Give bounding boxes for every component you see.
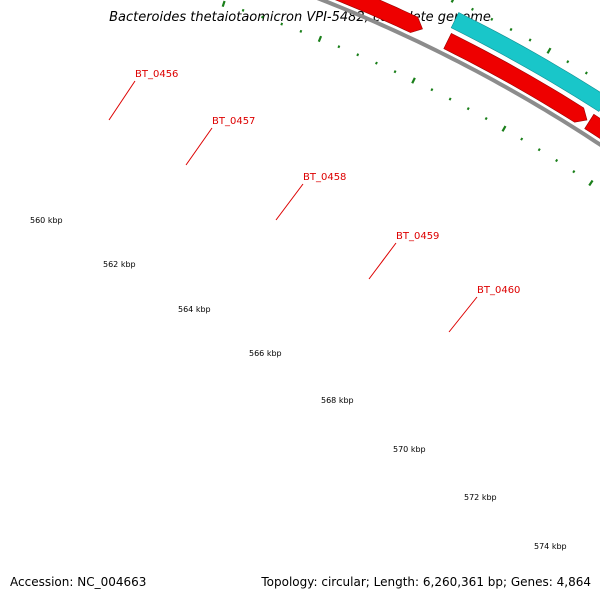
tick-mark xyxy=(584,71,588,75)
tick-mark xyxy=(450,0,455,3)
tick-mark xyxy=(280,22,284,26)
tick-mark xyxy=(241,8,245,12)
position-label: 566 kbp xyxy=(249,349,282,358)
reverse-gene-4 xyxy=(443,32,588,123)
tick-mark xyxy=(221,0,226,8)
tick-mark xyxy=(411,77,416,84)
reverse-gene-3 xyxy=(334,0,423,33)
tick-mark xyxy=(501,125,507,132)
tick-marks xyxy=(221,0,594,187)
tick-mark xyxy=(299,29,303,33)
tick-mark xyxy=(466,107,470,111)
label-leader-line xyxy=(108,80,136,121)
label-leader-line xyxy=(185,127,213,166)
accession-text: Accession: NC_004663 xyxy=(10,575,147,589)
reverse-gene-5 xyxy=(584,113,600,139)
gene-labels: BT_0456 BT_0457 BT_0458 BT_0459 BT_0460 xyxy=(108,69,520,333)
tick-mark xyxy=(375,61,378,65)
tick-mark xyxy=(528,38,532,42)
tick-mark xyxy=(393,70,397,74)
tick-mark xyxy=(509,27,513,32)
forward-strand-genes xyxy=(450,12,600,112)
tick-mark xyxy=(572,170,576,174)
position-label: 568 kbp xyxy=(321,396,354,405)
position-label: 570 kbp xyxy=(393,445,426,454)
tick-mark xyxy=(588,179,594,187)
gene-label-bt_0459: BT_0459 xyxy=(396,231,439,242)
position-labels: 560 kbp 562 kbp 564 kbp 566 kbp 568 kbp 570 k… xyxy=(30,216,567,551)
reverse-strand-genes xyxy=(334,0,600,139)
tick-mark xyxy=(566,60,570,64)
gene-label-bt_0460: BT_0460 xyxy=(477,285,520,296)
topology-text: Topology: circular; Length: 6,260,361 bp… xyxy=(261,575,591,589)
tick-mark xyxy=(490,17,494,21)
gene-label-bt_0457: BT_0457 xyxy=(212,116,255,127)
tick-mark xyxy=(537,148,541,152)
position-label: 560 kbp xyxy=(30,216,63,225)
tick-mark xyxy=(356,53,360,57)
tick-mark xyxy=(484,116,488,121)
backbone-line xyxy=(316,0,600,147)
gene-label-bt_0456: BT_0456 xyxy=(135,69,178,80)
position-label: 562 kbp xyxy=(103,260,136,269)
forward-gene-2 xyxy=(450,12,600,112)
tick-mark xyxy=(546,47,552,54)
genome-backbone xyxy=(316,0,600,147)
tick-mark xyxy=(555,158,559,163)
position-label: 572 kbp xyxy=(464,493,497,502)
label-leader-line xyxy=(275,183,304,221)
tick-mark xyxy=(261,15,264,19)
tick-mark xyxy=(471,7,474,11)
tick-mark xyxy=(430,88,434,92)
gene-label-bt_0458: BT_0458 xyxy=(303,172,346,183)
position-label: 564 kbp xyxy=(178,305,211,314)
position-label: 574 kbp xyxy=(534,542,567,551)
tick-mark xyxy=(337,45,341,49)
label-leader-line xyxy=(448,296,478,333)
tick-mark xyxy=(520,137,524,141)
label-leader-line xyxy=(368,242,397,280)
tick-mark xyxy=(448,97,452,101)
tick-mark xyxy=(317,35,323,43)
